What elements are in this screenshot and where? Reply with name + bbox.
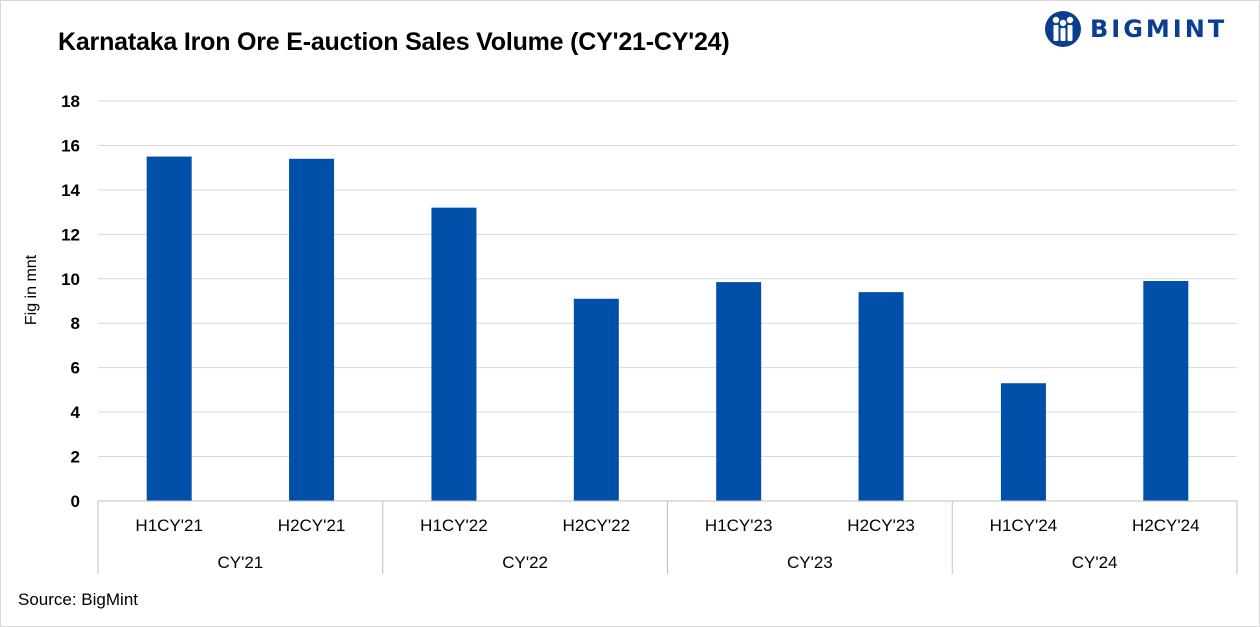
y-tick-label: 12 <box>61 225 80 244</box>
source-note: Source: BigMint <box>18 590 138 609</box>
x-group-label: CY'23 <box>787 553 833 572</box>
y-tick-label: 14 <box>61 181 80 200</box>
x-category-label: H2CY'21 <box>278 516 346 535</box>
x-category-label: H2CY'24 <box>1132 516 1200 535</box>
bar <box>716 282 762 501</box>
x-group-label: CY'22 <box>502 553 548 572</box>
y-tick-label: 16 <box>61 136 80 155</box>
y-tick-label: 8 <box>71 314 80 333</box>
y-tick-label: 4 <box>71 403 81 422</box>
bar <box>1143 281 1189 501</box>
bar <box>431 207 477 501</box>
y-tick-label: 6 <box>71 359 80 378</box>
y-tick-label: 2 <box>71 448 80 467</box>
bar <box>146 156 192 502</box>
x-group-label: CY'21 <box>217 553 263 572</box>
x-category-label: H1CY'24 <box>990 516 1058 535</box>
chart-title: Karnataka Iron Ore E-auction Sales Volum… <box>58 28 730 56</box>
bigmint-logo-icon <box>1045 11 1081 47</box>
bar <box>573 298 619 501</box>
x-category-label: H2CY'22 <box>563 516 631 535</box>
x-category-label: H1CY'23 <box>705 516 773 535</box>
bar <box>289 158 335 501</box>
y-tick-label: 18 <box>61 92 80 111</box>
brand-name: BIGMINT <box>1090 15 1228 43</box>
bar <box>858 292 904 501</box>
x-category-label: H1CY'22 <box>420 516 488 535</box>
brand-logo: BIGMINT <box>1044 10 1227 48</box>
y-tick-label: 0 <box>71 492 80 511</box>
x-category-label: H1CY'21 <box>135 516 203 535</box>
x-group-label: CY'24 <box>1072 553 1118 572</box>
bar <box>1000 383 1046 501</box>
y-tick-label: 10 <box>61 270 80 289</box>
x-category-label: H2CY'23 <box>847 516 915 535</box>
